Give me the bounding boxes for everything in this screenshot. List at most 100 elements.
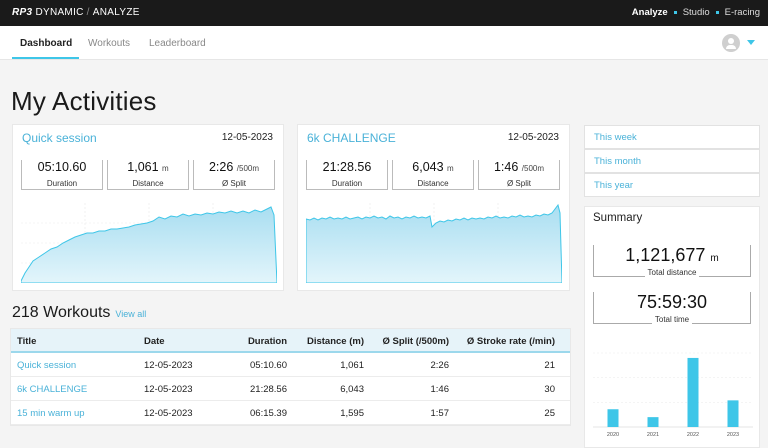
brand-section: ANALYZE — [92, 7, 140, 18]
cell-title[interactable]: 6k CHALLENGE — [17, 384, 88, 395]
activity-2-area — [306, 203, 562, 283]
stat-unit: m — [447, 164, 454, 173]
nav-dot-icon — [715, 11, 719, 14]
active-tab-indicator — [12, 57, 79, 59]
cell-date: 12-05-2023 — [144, 360, 193, 371]
stat-duration: 05:10.60 Duration — [21, 160, 103, 190]
chevron-down-icon[interactable] — [747, 40, 755, 45]
total-distance-unit: m — [710, 253, 719, 264]
brand-mark: RP3 — [12, 7, 33, 18]
period-this-week[interactable]: This week — [584, 125, 760, 149]
total-time-block: 75:59:30 Total time — [593, 292, 751, 324]
activity-2-area-chart — [306, 203, 562, 283]
summary-panel: Summary 1,121,677 m Total distance 75:59… — [584, 206, 760, 448]
stat-duration: 21:28.56 Duration — [306, 160, 388, 190]
col-date[interactable]: Date — [144, 336, 165, 347]
tab-workouts[interactable]: Workouts — [88, 38, 131, 49]
stat-value: 21:28.56 — [322, 160, 372, 174]
cell-split: 2:26 — [430, 360, 450, 371]
activity-card[interactable]: 6k CHALLENGE 12-05-2023 21:28.56 Duratio… — [297, 124, 570, 291]
stat-value: 2:26 — [208, 160, 234, 174]
col-duration[interactable]: Duration — [247, 336, 287, 347]
cell-duration: 06:15.39 — [250, 408, 287, 419]
top-bar: RP3 DYNAMIC / ANALYZE Analyze Studio E-rac… — [0, 0, 768, 26]
bar-2022 — [687, 357, 699, 427]
stat-label: Ø Split — [504, 179, 533, 188]
total-time-label: Total time — [651, 315, 693, 324]
workouts-heading: 218 Workouts View all — [12, 304, 146, 322]
stat-distance: 6,043 m Distance — [392, 160, 474, 190]
brand-logo[interactable]: RP3 DYNAMIC / ANALYZE — [12, 7, 140, 18]
activity-date: 12-05-2023 — [507, 132, 559, 143]
stat-split: 1:46 /500m Ø Split — [478, 160, 560, 190]
avatar[interactable] — [722, 34, 740, 52]
tick-label-2022: 2022 — [687, 432, 699, 438]
bar-2023 — [727, 400, 739, 427]
stat-distance: 1,061 m Distance — [107, 160, 189, 190]
tick-label-2020: 2020 — [607, 432, 619, 438]
tab-leaderboard[interactable]: Leaderboard — [149, 38, 206, 49]
stat-label: Duration — [329, 179, 365, 188]
stat-value: 1,061 — [127, 160, 159, 174]
topnav-eracing[interactable]: E-racing — [724, 7, 760, 18]
table-row[interactable]: Quick session 12-05-2023 05:10.60 1,061 … — [11, 353, 570, 377]
activity-title[interactable]: Quick session — [22, 131, 97, 145]
period-this-year[interactable]: This year — [584, 173, 760, 197]
cell-split: 1:46 — [430, 384, 450, 395]
yearly-bar-chart: 2020 2021 2022 2023 — [593, 352, 753, 438]
col-distance[interactable]: Distance (m) — [306, 336, 364, 347]
total-distance-label: Total distance — [644, 268, 700, 277]
stat-unit: /500m — [236, 164, 260, 173]
stat-unit: m — [162, 164, 169, 173]
total-time-value: 75:59:30 — [636, 292, 708, 312]
page-title: My Activities — [11, 86, 157, 116]
sub-nav: Dashboard Workouts Leaderboard — [0, 26, 768, 60]
stat-label: Ø Split — [219, 179, 248, 188]
bar-2020 — [607, 409, 619, 427]
stat-value: 6,043 — [412, 160, 444, 174]
brand-name: DYNAMIC — [35, 7, 84, 18]
col-split[interactable]: Ø Split (/500m) — [382, 336, 449, 347]
cell-stroke-rate: 21 — [544, 360, 555, 371]
stat-value: 1:46 — [493, 160, 519, 174]
activity-card[interactable]: Quick session 12-05-2023 05:10.60 Durati… — [12, 124, 284, 291]
tab-dashboard[interactable]: Dashboard — [20, 38, 73, 49]
cell-stroke-rate: 25 — [544, 408, 555, 419]
cell-distance: 1,595 — [340, 408, 364, 419]
activity-1-area — [21, 206, 277, 283]
cell-distance: 1,061 — [340, 360, 364, 371]
col-title[interactable]: Title — [17, 336, 37, 347]
activity-title[interactable]: 6k CHALLENGE — [307, 131, 396, 145]
workouts-count: 218 Workouts — [12, 304, 111, 321]
stat-label: Distance — [415, 179, 451, 188]
bar-2021 — [647, 417, 659, 427]
topnav-studio[interactable]: Studio — [682, 7, 710, 18]
table-row[interactable]: 6k CHALLENGE 12-05-2023 21:28.56 6,043 1… — [11, 377, 570, 401]
nav-dot-icon — [673, 11, 677, 14]
table-row[interactable]: 15 min warm up 12-05-2023 06:15.39 1,595… — [11, 401, 570, 425]
cell-title[interactable]: 15 min warm up — [17, 408, 85, 419]
summary-title: Summary — [593, 212, 643, 224]
cell-split: 1:57 — [430, 408, 450, 419]
total-distance-value: 1,121,677 — [625, 245, 706, 265]
stat-split: 2:26 /500m Ø Split — [193, 160, 275, 190]
tick-label-2021: 2021 — [647, 432, 659, 438]
tick-label-2023: 2023 — [727, 432, 739, 438]
total-distance-block: 1,121,677 m Total distance — [593, 245, 751, 277]
stat-unit: /500m — [521, 164, 545, 173]
cell-distance: 6,043 — [340, 384, 364, 395]
view-all-link[interactable]: View all — [115, 309, 147, 319]
col-stroke-rate[interactable]: Ø Stroke rate (/min) — [466, 336, 555, 347]
cell-stroke-rate: 30 — [544, 384, 555, 395]
cell-title[interactable]: Quick session — [17, 360, 77, 371]
cell-duration: 21:28.56 — [250, 384, 287, 395]
topnav-analyze[interactable]: Analyze — [631, 7, 668, 18]
workouts-table: Title Date Duration Distance (m) Ø Split… — [10, 328, 571, 426]
brand-separator: / — [86, 7, 90, 18]
cell-date: 12-05-2023 — [144, 408, 193, 419]
stat-label: Distance — [130, 179, 166, 188]
activity-date: 12-05-2023 — [221, 132, 273, 143]
stat-label: Duration — [44, 179, 80, 188]
period-this-month[interactable]: This month — [584, 149, 760, 173]
top-nav: Analyze Studio E-racing — [632, 7, 760, 18]
